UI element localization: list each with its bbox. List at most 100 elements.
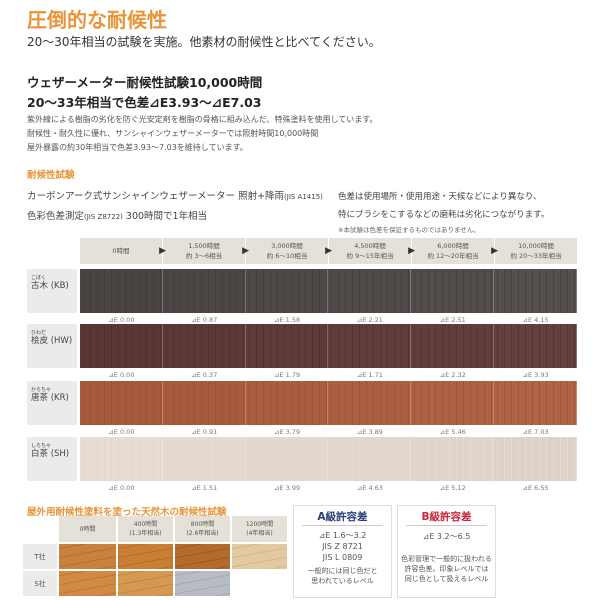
- sample-swatch-row: [80, 437, 577, 481]
- sample-swatch-row: [80, 269, 577, 313]
- color-swatch: [80, 381, 163, 425]
- method-standard: (JIS A1415): [284, 193, 323, 201]
- delta-e-value: ⊿E 0.00: [108, 316, 135, 324]
- delta-e-value: ⊿E 5.12: [439, 484, 466, 492]
- years-equivalent: 約 6〜10相当: [266, 252, 308, 260]
- color-swatch: [328, 324, 412, 368]
- page-title: 圧倒的な耐候性: [27, 8, 167, 32]
- grade-a-desc: 一般的には同じ色だと: [307, 567, 378, 575]
- sample-reading: ひわだ: [31, 330, 47, 336]
- grade-b-desc: 許容色差。印象レベルでは: [404, 565, 489, 573]
- time-column-header: 4,500時間約 9〜15年相当 ▶: [329, 238, 415, 264]
- arrow-right-icon: ▶: [159, 246, 166, 256]
- delta-e-value: ⊿E 6.55: [522, 484, 549, 492]
- grade-b-desc: 同じ色として扱えるレベル: [404, 575, 489, 583]
- color-swatch: [80, 437, 163, 481]
- color-swatch: [245, 381, 329, 425]
- test-method: カーボンアーク式サンシャインウェザーメーター 照射+降雨(JIS A1415) …: [27, 187, 327, 227]
- delta-e-value: ⊿E 2.21: [356, 316, 383, 324]
- grade-a-box: A級許容差 ⊿E 1.6〜3.2 JIS Z 8721 JIS L 0809 一…: [293, 505, 392, 598]
- years-equivalent: 約 3〜6相当: [185, 252, 223, 260]
- color-swatch: [162, 324, 246, 368]
- delta-e-value: ⊿E 0.00: [108, 484, 135, 492]
- wood-swatch: [175, 571, 230, 596]
- delta-e-value: ⊿E 3.89: [356, 428, 383, 436]
- sample-name: 桧皮 (HW): [31, 336, 73, 346]
- hours: 0時間: [79, 525, 96, 533]
- arrow-right-icon: ▶: [408, 246, 415, 256]
- wood-swatch: [118, 571, 173, 596]
- grade-a-line: ⊿E 1.6〜3.2: [318, 531, 367, 540]
- delta-e-value: ⊿E 4.15: [522, 316, 549, 324]
- delta-e-value: ⊿E 2.32: [439, 371, 466, 379]
- wood-swatch: [175, 544, 230, 569]
- hours: 6,000時間: [437, 242, 469, 250]
- corner-cell: [23, 516, 57, 542]
- time-label: 4,500時間約 9〜15年相当: [347, 241, 394, 261]
- hours: 1,500時間: [188, 242, 220, 250]
- color-swatch: [411, 269, 495, 313]
- color-swatch: [411, 437, 495, 481]
- delta-e-value: ⊿E 2.51: [439, 316, 466, 324]
- years-equivalent: 約 9〜15年相当: [346, 252, 394, 260]
- headline-line: ウェザーメーター耐候性試験10,000時間: [27, 75, 263, 90]
- color-swatch: [245, 324, 329, 368]
- color-swatch: [494, 269, 577, 313]
- sample-label: しらちゃ 白茶 (SH): [27, 437, 77, 481]
- time-column-header: 0時間 ▶: [80, 238, 166, 264]
- time-column-header: 6,000時間約 12〜20年相当 ▶: [412, 238, 498, 264]
- delta-e-value: ⊿E 5.46: [439, 428, 466, 436]
- color-swatch: [80, 269, 163, 313]
- natural-wood-table: 0時間 400時間 (1.3年相当) 800時間 (2.6年相当) 1200時間 (4年相当…: [23, 516, 287, 596]
- wood-swatch: [232, 544, 287, 569]
- sample-reading: しらちゃ: [31, 443, 52, 449]
- time-label: 6,000時間約 12〜20年相当: [427, 241, 478, 261]
- description-line: 屋外暴露の約30年相当で色差3.93〜7.03を維持しています。: [27, 143, 248, 152]
- delta-e-value: ⊿E 1.58: [274, 316, 301, 324]
- sample-reading: からちゃ: [31, 387, 52, 393]
- delta-e-value: ⊿E 0.37: [191, 371, 218, 379]
- color-swatch: [162, 381, 246, 425]
- hours: 3,000時間: [271, 242, 303, 250]
- delta-e-value: ⊿E 3.79: [274, 428, 301, 436]
- color-swatch: [328, 381, 412, 425]
- wood-swatch: [232, 571, 287, 596]
- time-label: 10,000時間約 20〜33年相当: [510, 241, 561, 261]
- years-equivalent: (1.3年相当): [129, 530, 162, 537]
- sample-name: 白茶 (SH): [31, 449, 70, 459]
- delta-e-value: ⊿E 1.51: [191, 484, 218, 492]
- note-line: 色差は使用場所・使用用途・天候などにより異なり、: [338, 192, 542, 202]
- sample-swatch-row: [80, 381, 577, 425]
- color-swatch: [411, 381, 495, 425]
- color-swatch: [328, 269, 412, 313]
- color-swatch: [328, 437, 412, 481]
- description-line: 紫外線による樹脂の劣化を防ぐ光安定剤を樹脂の骨格に組み込んだ、特殊塗料を使用して…: [27, 115, 378, 124]
- arrow-right-icon: ▶: [242, 246, 249, 256]
- grade-a-line: JIS Z 8721: [322, 542, 363, 551]
- disclaimer: ※本試験は色差を保証するものではありません。: [338, 226, 480, 234]
- arrow-right-icon: ▶: [325, 246, 332, 256]
- natural-wood-heading: 屋外用耐候性塗料を塗った天然木の耐候性試験: [27, 507, 227, 518]
- test-note: 色差は使用場所・使用用途・天候などにより異なり、 特にブラシをこするなどの磨耗は…: [338, 188, 588, 236]
- method-text: カーボンアーク式サンシャインウェザーメーター 照射+降雨: [27, 191, 285, 202]
- years-equivalent: (2.6年相当): [186, 530, 219, 537]
- color-swatch: [245, 269, 329, 313]
- method-standard: (JIS Z8722): [84, 213, 123, 221]
- grade-a-title: A級許容差: [302, 512, 383, 526]
- color-swatch: [162, 437, 246, 481]
- sample-name: 古木 (KB): [31, 281, 69, 291]
- delta-e-value: ⊿E 0.00: [108, 371, 135, 379]
- delta-e-value: ⊿E 0.00: [108, 428, 135, 436]
- delta-e-row: ⊿E 0.00 ⊿E 0.91 ⊿E 3.79 ⊿E 3.89 ⊿E 5.46 ⊿E 7.…: [80, 428, 577, 436]
- hours: 800時間: [190, 521, 215, 528]
- sample-name: 唐茶 (KR): [31, 393, 69, 403]
- time-label: 0時間: [112, 246, 129, 256]
- sample-swatch-row: [80, 324, 577, 368]
- delta-e-value: ⊿E 0.91: [191, 428, 218, 436]
- wood-swatch: [59, 544, 116, 569]
- delta-e-value: ⊿E 3.93: [522, 371, 549, 379]
- time-column-header: 3,000時間約 6〜10相当 ▶: [246, 238, 332, 264]
- years-equivalent: (4年相当): [246, 530, 273, 537]
- hours: 10,000時間: [518, 242, 554, 250]
- natural-column-header: 1200時間 (4年相当): [232, 516, 287, 542]
